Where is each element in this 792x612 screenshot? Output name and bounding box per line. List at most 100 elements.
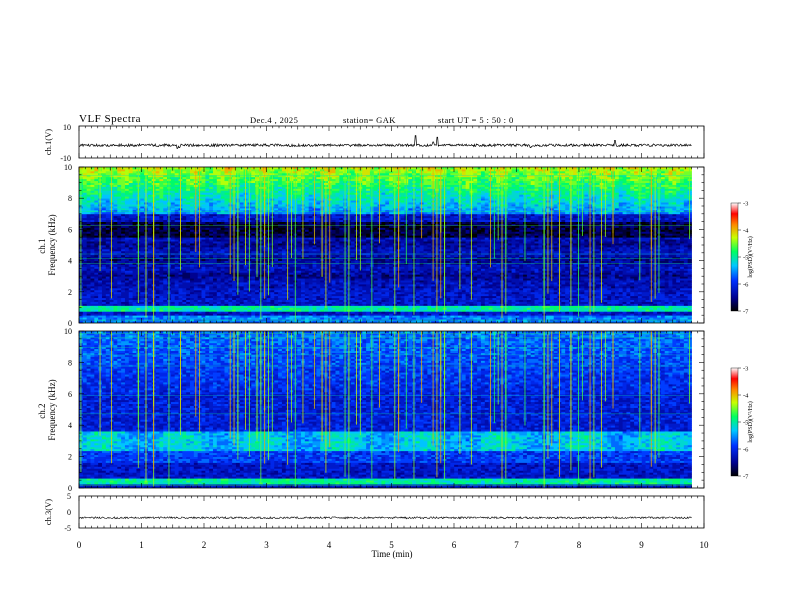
spectrogram-cell [124,282,133,285]
spectrogram-cell [324,315,329,318]
spectrogram-cell [381,297,390,300]
spectrogram-cell [446,272,451,275]
spectrogram-cell [446,284,451,287]
spectrogram-cell [270,289,275,293]
spectrogram-cell [174,285,179,289]
spectrogram-cell [358,313,363,316]
spectrogram-cell [94,270,99,273]
spectrogram-cell [672,284,685,287]
spectrogram-cell [611,291,616,295]
spectrogram-cell [565,295,570,299]
spectrogram-cell [668,272,673,275]
spectrogram-cell [121,272,126,275]
spectrogram-cell [308,254,313,258]
spectrogram-cell [660,311,666,314]
spectrogram-cell [320,299,325,302]
spectrogram-cell [224,262,233,265]
spectrogram-cell [331,282,336,285]
spectrogram-cell [473,291,478,295]
spectrogram-cell [174,297,179,300]
spectrogram-cell [450,313,459,316]
spectrogram-cell [301,270,306,273]
spectrogram-cell [301,301,306,304]
spectrogram-cell [637,307,643,310]
spectrogram-cell [546,311,555,314]
spectrogram-cell [477,282,482,285]
spectrogram-cell [163,284,168,287]
spectrogram-cell [220,293,225,297]
spectrogram-cell [293,303,302,306]
spectrogram-cell [251,309,267,312]
spectrogram-cell [622,264,627,267]
spectrogram-cell [630,260,635,263]
spectrogram-cell [385,291,390,295]
spectrogram-cell [488,311,501,314]
spectrogram-cell [86,284,95,287]
spectrogram-cell [595,303,604,306]
spectrogram-cell [235,309,241,312]
spectrogram-cell [465,266,470,269]
spectrogram-cell [653,307,658,310]
spectrogram-cell [124,264,130,267]
spectrogram-cell [687,270,692,273]
spectrogram-cell [335,287,340,291]
spectrogram-cell [147,295,153,299]
spectrogram-cell [676,280,681,283]
spectrogram-cell [465,321,470,323]
spectrogram-cell [320,262,329,265]
spectrogram-cell [473,262,478,265]
spectrogram-cell [186,297,191,300]
spectrogram-cell [461,276,467,279]
spectrogram-cell [423,270,428,273]
spectrogram-cell [507,303,512,306]
spectrogram-cell [572,254,578,258]
spectrogram-cell [446,293,459,297]
spectrogram-cell [408,284,417,287]
spectrogram-cell [607,297,612,300]
spectrogram-cell [607,321,623,323]
spectrogram-cell [450,315,455,318]
spectrogram-cell [526,301,535,304]
spectrogram-cell [534,276,539,279]
spectrogram-cell [170,282,176,285]
spectrogram-cell [205,264,214,267]
spectrogram-cell [549,305,562,308]
spectrogram-cell [289,305,306,308]
spectrogram-cell [465,301,474,304]
spectrogram-cell [389,262,394,265]
spectrogram-cell [147,272,153,275]
spectrogram-cell [262,321,267,323]
spectrogram-cell [205,266,210,269]
spectrogram-cell [599,305,604,308]
spectrogram-cell [641,315,650,318]
spectrogram-cell [676,293,681,297]
spectrogram-cell [561,270,566,273]
spectrogram-cell [672,299,681,302]
spectrogram-cell [297,284,302,287]
spectrogram-cell [389,256,394,260]
spectrogram-cell [526,311,539,314]
spectrogram-cell [121,321,126,323]
spectrogram-cell [301,321,306,323]
spectrogram-cell [117,307,122,310]
spectrogram-cell [186,258,191,261]
spectrogram-cell [431,303,440,306]
spectrogram-cell [155,272,160,275]
spectrogram-cell [147,278,153,281]
spectrogram-cell [618,264,623,267]
spectrogram-cell [480,291,486,295]
spectrogram-cell [128,266,137,269]
spectrogram-cell [220,311,225,314]
spectrogram-cell [109,315,114,318]
spectrogram-cell [281,266,290,269]
spectrogram-cell [657,293,666,297]
spectrogram-cell [174,264,179,267]
spectrogram-cell [457,311,463,314]
spectrogram-cell [480,282,486,285]
spectrogram-cell [270,299,275,302]
spectrogram-cell [381,254,386,258]
spectrogram-cell [580,254,585,258]
spectrogram-cell [423,256,428,260]
spectrogram-cell [354,295,371,299]
spectrogram-cell [523,299,528,302]
